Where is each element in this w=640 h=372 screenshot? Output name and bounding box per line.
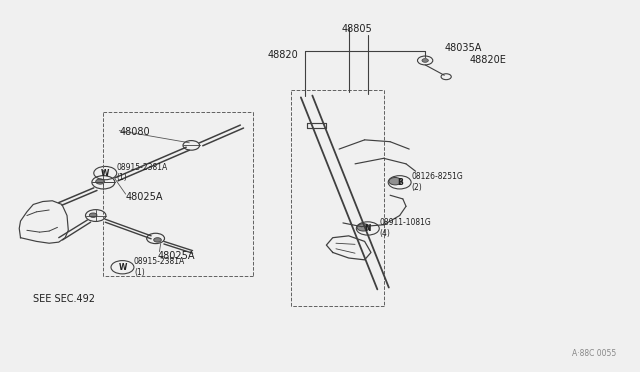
Circle shape	[389, 177, 401, 185]
Text: 48805: 48805	[342, 24, 372, 34]
Text: 08915-2381A
(1): 08915-2381A (1)	[134, 257, 185, 276]
Text: N: N	[365, 224, 371, 233]
Text: 48025A: 48025A	[157, 251, 195, 261]
Circle shape	[154, 238, 161, 242]
Text: SEE SEC.492: SEE SEC.492	[33, 294, 95, 304]
Text: 48080: 48080	[119, 128, 150, 138]
Text: W: W	[118, 263, 127, 272]
Circle shape	[90, 213, 97, 217]
Text: 08126-8251G
(2): 08126-8251G (2)	[411, 172, 463, 192]
Text: 08915-2381A
(1): 08915-2381A (1)	[116, 163, 168, 182]
Text: 48820: 48820	[268, 50, 298, 60]
Circle shape	[422, 59, 428, 62]
Text: 48025A: 48025A	[125, 192, 163, 202]
Text: 48820E: 48820E	[470, 55, 507, 65]
Circle shape	[96, 179, 104, 184]
Text: A·88C 0055: A·88C 0055	[572, 349, 616, 358]
Text: 48035A: 48035A	[444, 42, 482, 52]
Text: B: B	[397, 178, 403, 187]
Circle shape	[357, 224, 370, 231]
Text: W: W	[101, 169, 109, 177]
Text: 08911-1081G
(4): 08911-1081G (4)	[380, 218, 431, 238]
